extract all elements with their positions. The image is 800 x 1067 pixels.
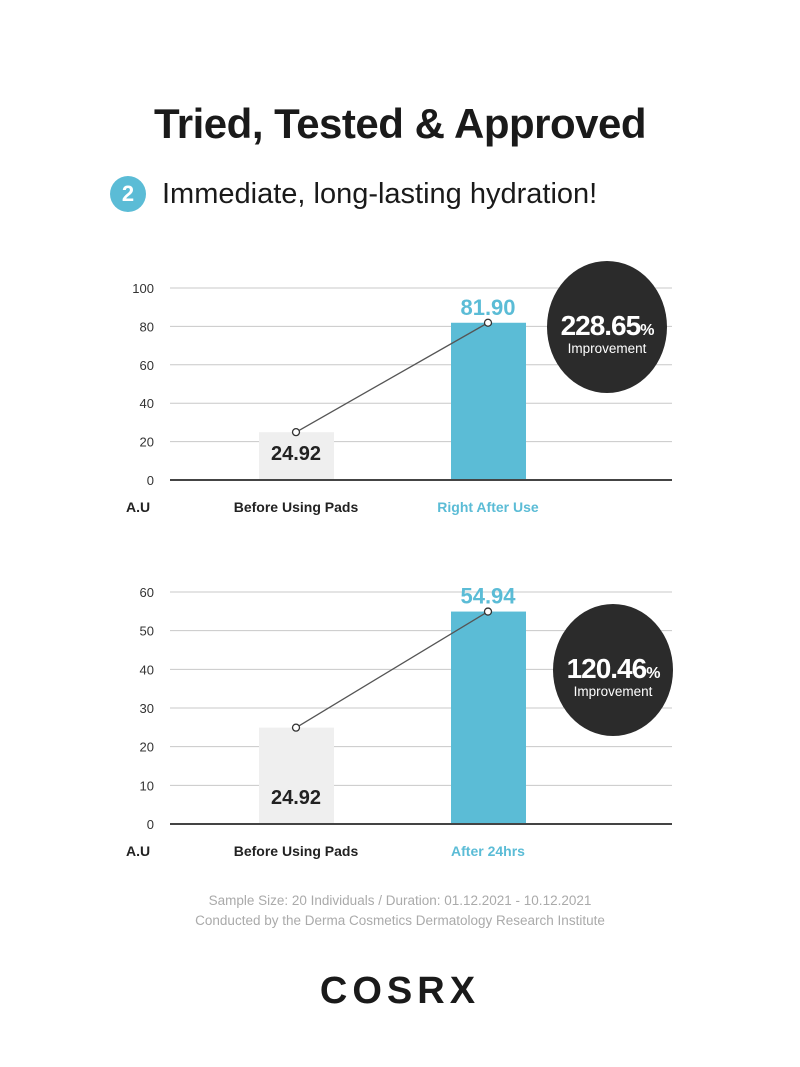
- y-tick-label: 0: [147, 817, 154, 832]
- data-point: [291, 723, 301, 732]
- y-tick-label: 0: [147, 473, 154, 488]
- value-label-before: 24.92: [271, 443, 321, 465]
- y-tick-label: 30: [140, 701, 154, 716]
- y-tick-label: 20: [140, 435, 154, 450]
- category-label: After 24hrs: [451, 843, 525, 859]
- trend-line: [295, 322, 489, 433]
- y-tick-label: 80: [140, 319, 154, 334]
- trend-line: [295, 611, 489, 729]
- bar-1: [451, 322, 526, 480]
- improvement-circle: [553, 604, 673, 736]
- bar-0: [259, 727, 334, 824]
- y-tick-label: 20: [140, 740, 154, 755]
- bar-1: [451, 611, 526, 824]
- y-axis-unit: A.U: [126, 843, 150, 859]
- value-label-after: 81.90: [460, 295, 515, 320]
- chart-right-after-use: 0 20 40 60 80 100 24.92 81.90 A.U Before Using Pa…: [126, 261, 672, 515]
- y-tick-label: 100: [132, 281, 154, 296]
- y-tick-label: 60: [140, 585, 154, 600]
- percent-sign: %: [640, 322, 654, 339]
- step-number-badge: 2: [110, 176, 146, 212]
- footer-sample-info: Sample Size: 20 Individuals / Duration: …: [208, 893, 592, 908]
- chart-after-24hrs: 0 10 20 30 40 50 60 24.92 54.94 A.U Before Using P…: [126, 584, 673, 859]
- value-label-after: 54.94: [460, 584, 516, 609]
- data-point: [483, 607, 493, 616]
- data-point: [291, 428, 301, 437]
- improvement-value: 120.46%: [567, 653, 661, 684]
- improvement-label: Improvement: [574, 684, 653, 699]
- category-label: Before Using Pads: [234, 499, 359, 515]
- improvement-value: 228.65%: [561, 310, 655, 341]
- category-label: Right After Use: [437, 499, 539, 515]
- category-label: Before Using Pads: [234, 843, 359, 859]
- improvement-circle: [547, 261, 667, 393]
- value-label-before: 24.92: [271, 787, 321, 809]
- y-axis-unit: A.U: [126, 499, 150, 515]
- y-tick-label: 60: [140, 358, 154, 373]
- bar-0: [259, 432, 334, 480]
- cosrx-logo: COSRX: [319, 970, 481, 1012]
- y-tick-label: 40: [140, 396, 154, 411]
- improvement-label: Improvement: [568, 341, 647, 356]
- section-heading-text: Immediate, long-lasting hydration!: [162, 177, 598, 210]
- percent-sign: %: [646, 665, 660, 682]
- data-point: [483, 318, 493, 327]
- section-heading: 2 Immediate, long-lasting hydration!: [110, 176, 597, 212]
- y-tick-label: 50: [140, 624, 154, 639]
- footer-institute: Conducted by the Derma Cosmetics Dermato…: [195, 913, 605, 928]
- y-tick-label: 40: [140, 662, 154, 677]
- y-tick-label: 10: [140, 778, 154, 793]
- page-title: Tried, Tested & Approved: [153, 100, 647, 147]
